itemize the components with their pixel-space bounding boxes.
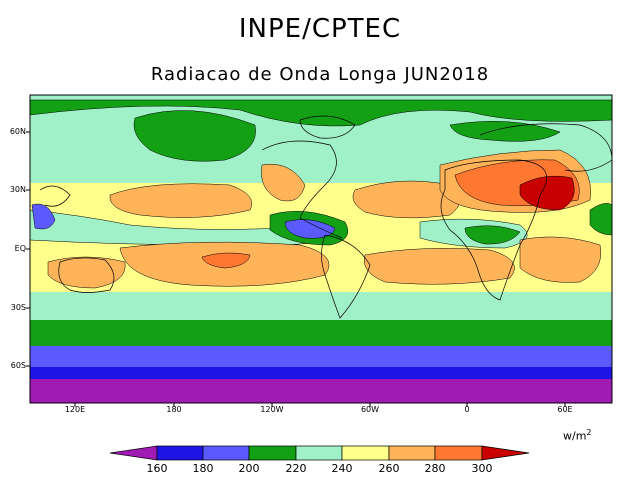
lat-label-30s: 30S <box>10 303 26 312</box>
colorbar-swatch-220 <box>248 445 297 461</box>
colorbar-upper-triangle <box>481 445 530 461</box>
olr-indian-green <box>589 203 612 236</box>
olr-band-180-200 <box>30 365 612 379</box>
colorbar-swatch-200 <box>202 445 250 461</box>
lon-label-0: 0 <box>464 405 470 414</box>
units-base: w/m <box>563 429 587 443</box>
colorbar-label-160: 160 <box>146 462 168 475</box>
coastlines <box>39 115 612 319</box>
olr-north-pacific-green-2 <box>449 121 561 142</box>
colorbar-swatch-240 <box>295 445 343 461</box>
olr-south-pacific-280 <box>201 252 251 269</box>
colorbar-swatch-260 <box>341 445 390 461</box>
map-subtitle: Radiacao de Onda Longa JUN2018 <box>150 64 490 85</box>
colorbar-label-220: 220 <box>285 462 307 475</box>
olr-band-240-260-south <box>30 290 612 320</box>
olr-north-atlantic-orange <box>352 180 461 219</box>
units-exponent: 2 <box>586 428 592 437</box>
units-label: w/m2 <box>563 428 592 443</box>
olr-indian-orange <box>519 236 602 283</box>
lon-label-120e: 120E <box>64 405 86 414</box>
olr-band-south-polar <box>30 375 612 403</box>
lon-label-180: 180 <box>166 405 182 414</box>
lat-label-30n: 30N <box>9 185 26 194</box>
colorbar-label-260: 260 <box>378 462 400 475</box>
lon-label-60e: 60E <box>557 405 573 414</box>
colorbar-label-240: 240 <box>331 462 353 475</box>
olr-central-america-blue <box>284 219 336 239</box>
lat-label-eq: EQ <box>14 244 26 253</box>
lon-label-60w: 60W <box>360 405 380 414</box>
olr-north-pacific-green <box>133 110 256 162</box>
olr-africa-green <box>464 225 521 245</box>
colorbar-swatch-180 <box>156 445 204 461</box>
olr-maritime-blue <box>31 203 56 230</box>
colorbar-label-280: 280 <box>424 462 446 475</box>
colorbar-swatch-300 <box>434 445 483 461</box>
olr-band-200-220 <box>30 345 612 367</box>
olr-north-pacific-orange <box>109 183 252 218</box>
lon-label-120w: 120W <box>260 405 284 414</box>
olr-south-atlantic-orange <box>363 248 515 285</box>
lat-label-60n: 60N <box>9 127 26 136</box>
colorbar-lower-triangle <box>109 445 158 461</box>
colorbar-label-300: 300 <box>471 462 493 475</box>
colorbar-swatch-280 <box>388 445 436 461</box>
olr-north-america-orange <box>261 163 306 202</box>
map-title: INPE/CPTEC <box>238 14 402 44</box>
lat-label-60s: 60S <box>10 361 26 370</box>
olr-band-220-240 <box>30 318 612 346</box>
colorbar-label-200: 200 <box>238 462 260 475</box>
colorbar-label-180: 180 <box>192 462 214 475</box>
